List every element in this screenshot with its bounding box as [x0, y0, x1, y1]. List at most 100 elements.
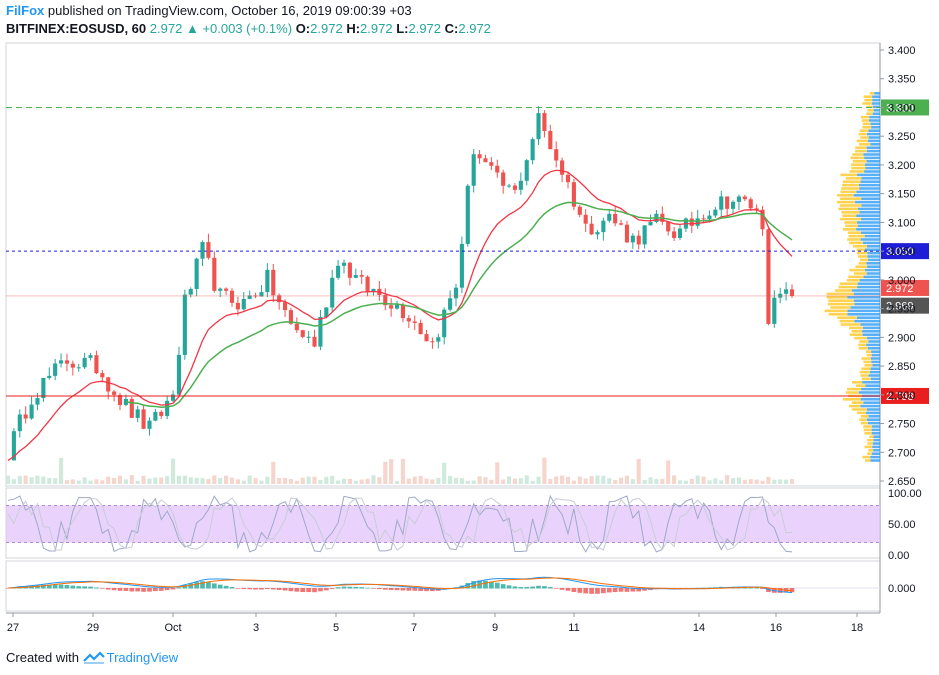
- volume-profile-up-bar: [860, 398, 880, 401]
- volume-profile-up-bar: [866, 149, 880, 153]
- volume-profile-up-bar: [862, 381, 880, 384]
- candle-body: [453, 287, 459, 299]
- volume-profile-up-bar: [864, 156, 880, 160]
- volume-bar: [94, 479, 99, 484]
- volume-profile-up-bar: [858, 183, 880, 187]
- macd-histogram-bar: [618, 588, 624, 592]
- macd-histogram-bar: [323, 588, 329, 591]
- volume-bar: [754, 479, 759, 484]
- volume-profile-up-bar: [855, 200, 880, 204]
- volume-bar: [5, 475, 11, 484]
- volume-profile-up-bar: [871, 428, 880, 432]
- time-tick-label: 27: [7, 622, 19, 634]
- volume-bar: [453, 477, 459, 484]
- volume-profile-up-bar: [853, 194, 880, 197]
- volume-bar: [748, 479, 753, 484]
- volume-profile-down-bar: [840, 190, 857, 194]
- volume-bar: [41, 476, 46, 484]
- volume-bar: [642, 480, 647, 484]
- tradingview-brand[interactable]: TradingView: [106, 650, 179, 665]
- volume-bar: [524, 475, 529, 484]
- volume-bar: [353, 480, 358, 484]
- volume-profile-down-bar: [862, 126, 872, 129]
- macd-histogram-bar: [200, 581, 205, 589]
- macd-histogram-bar: [123, 588, 129, 591]
- candle-body: [672, 231, 677, 238]
- volume-profile-up-bar: [863, 153, 880, 156]
- macd-histogram-bar: [612, 588, 618, 593]
- volume-profile-down-bar: [842, 214, 857, 217]
- candle-body: [589, 223, 594, 235]
- volume-profile-up-bar: [852, 289, 880, 292]
- candle-body: [666, 221, 671, 232]
- rsi-pane: 100.00 50.00 0.00: [6, 488, 922, 562]
- volume-profile-up-bar: [861, 197, 880, 200]
- volume-bar: [235, 479, 240, 484]
- macd-histogram-bar: [536, 585, 541, 589]
- macd-histogram-bar: [5, 588, 11, 589]
- macd-histogram-bar: [506, 585, 512, 589]
- low-label: L:: [396, 21, 409, 36]
- macd-histogram-bar: [636, 588, 642, 592]
- macd-histogram-bar: [518, 587, 524, 589]
- volume-bar: [35, 475, 40, 484]
- candle-body: [430, 341, 435, 343]
- macd-histogram-bar: [82, 586, 87, 589]
- volume-bar: [224, 475, 229, 484]
- volume-bar: [218, 477, 223, 484]
- volume-bar: [277, 478, 282, 484]
- volume-profile-down-bar: [867, 442, 873, 445]
- volume-profile-down-bar: [857, 255, 868, 258]
- candle-body: [595, 232, 600, 235]
- volume-profile-up-bar: [863, 401, 880, 404]
- volume-profile-down-bar: [865, 459, 871, 462]
- candle-body: [530, 139, 535, 161]
- candle-body: [82, 357, 87, 368]
- candle-body: [53, 363, 58, 376]
- volume-profile-down-bar: [860, 258, 869, 262]
- volume-profile-up-bar: [847, 313, 880, 316]
- volume-bar: [677, 480, 683, 484]
- volume-profile-up-bar: [872, 364, 880, 367]
- macd-histogram-bar: [606, 588, 612, 593]
- volume-profile-down-bar: [866, 353, 872, 357]
- volume-profile-down-bar: [839, 204, 862, 207]
- horizontal-levels[interactable]: 3.300 3.050 2.798 2.972 2.969: [6, 99, 929, 404]
- volume-profile-up-bar: [870, 367, 880, 370]
- volume-profile-down-bar: [852, 381, 863, 384]
- macd-histogram-bar: [211, 583, 217, 589]
- macd-histogram-bar: [589, 588, 594, 594]
- candle-body: [271, 269, 276, 296]
- volume-profile-down-bar: [841, 211, 860, 214]
- volume-bar: [259, 480, 264, 484]
- volume-profile-down-bar: [839, 282, 858, 285]
- axes: 3.400 3.350 3.300 3.250 3.200 3.150 3.100 3.050…: [7, 45, 916, 634]
- macd-histogram-bar: [371, 588, 376, 589]
- volume-profile-up-bar: [858, 391, 880, 394]
- volume-profile-up-bar: [872, 425, 880, 428]
- volume-bar: [371, 475, 376, 484]
- volume-profile-up-bar: [872, 442, 880, 445]
- volume-profile-up-bar: [870, 357, 880, 360]
- volume-profile-up-bar: [866, 262, 880, 265]
- candle-body: [719, 196, 724, 210]
- author-name[interactable]: FilFox: [6, 3, 45, 18]
- macd-histogram-bar: [158, 588, 164, 591]
- macd-histogram-bar: [553, 588, 559, 589]
- candle-body: [412, 321, 417, 323]
- price-tick-label: 3.300: [888, 102, 916, 114]
- volume-bar: [583, 478, 588, 484]
- macd-histogram-bar: [388, 588, 394, 591]
- candle-body: [583, 214, 588, 224]
- volume-bar: [660, 478, 665, 484]
- volume-profile-down-bar: [858, 262, 867, 265]
- volume-profile-up-bar: [856, 214, 880, 217]
- macd-histogram-bar: [318, 588, 323, 592]
- macd-histogram-bar: [217, 584, 223, 589]
- price-tick-label: 2.750: [888, 419, 916, 431]
- price-tick-label: 3.100: [888, 217, 916, 229]
- volume-profile-up-bar: [860, 238, 880, 241]
- volume-profile-up-bar: [865, 384, 880, 387]
- volume-bar: [736, 477, 742, 484]
